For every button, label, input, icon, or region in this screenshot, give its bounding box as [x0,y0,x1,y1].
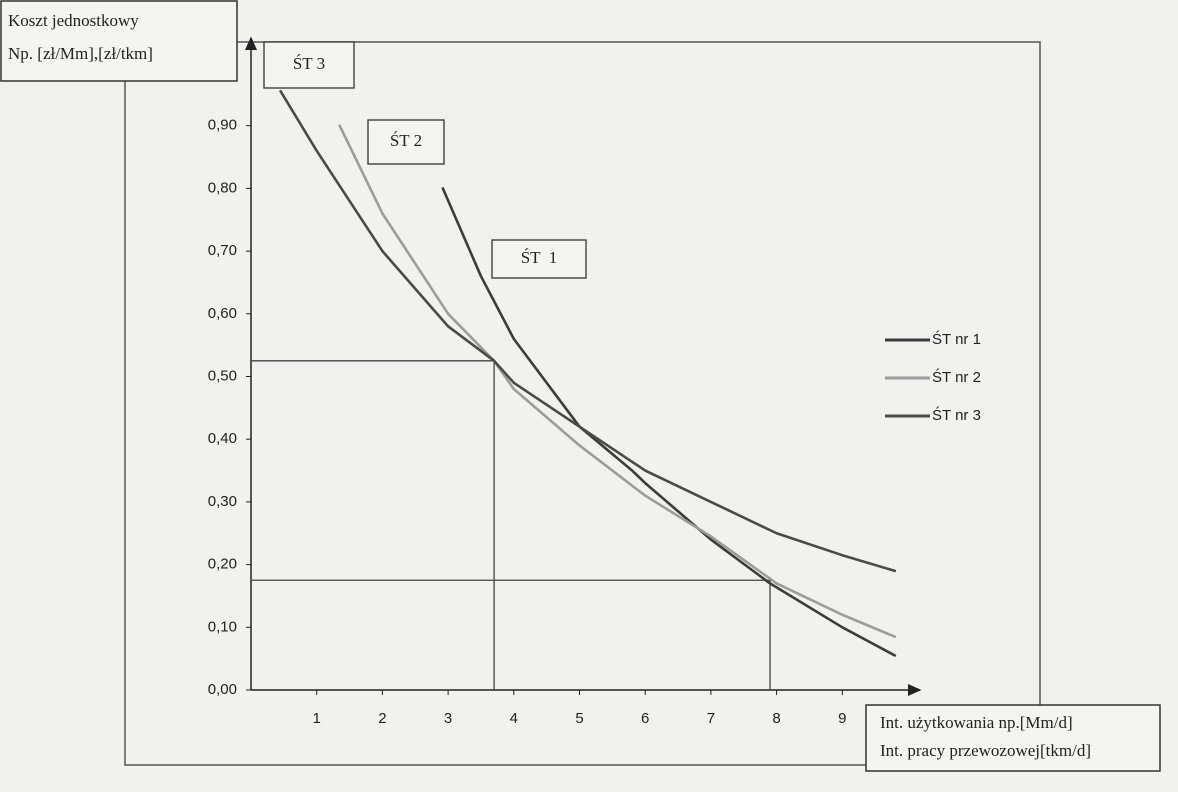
series-line [441,187,897,657]
y-tick-label: 0,90 [208,117,237,134]
annotation: ŚT 3 [293,54,325,73]
x-tick-label: 6 [641,710,649,727]
y-tick-label: 0,70 [208,242,237,259]
y-tick-label: 0,20 [208,556,237,573]
legend-label: ŚT nr 1 [932,330,981,348]
x-tick-label: 4 [510,710,518,727]
annotation: ŚT 1 [521,248,558,267]
x-tick-label: 3 [444,710,452,727]
x-label: Int. użytkowania np.[Mm/d] [880,713,1073,732]
x-tick-label: 5 [575,710,583,727]
legend-label: ŚT nr 2 [932,368,981,386]
x-label-box [865,704,1161,772]
y-tick-label: 0,10 [208,618,237,635]
y-tick-label: 0,80 [208,179,237,196]
x-tick-label: 8 [772,710,780,727]
y-tick-label: 0,00 [208,681,237,698]
annotation-box [367,119,445,165]
y-label: Np. [zł/Mm],[zł/tkm] [8,44,153,63]
y-label-box [0,0,238,82]
y-label: Koszt jednostkowy [8,11,139,30]
y-tick-label: 0,60 [208,305,237,322]
y-tick-label: 0,50 [208,367,237,384]
chart-frame [124,41,1041,766]
x-tick-label: 9 [838,710,846,727]
x-tick-label: 2 [378,710,386,727]
annotation-box [491,239,587,279]
annotation: ŚT 2 [390,131,422,150]
series-line [279,89,897,573]
x-tick-label: 7 [707,710,715,727]
series-line [338,124,897,639]
annotation-box [263,41,355,89]
x-label: Int. pracy przewozowej[tkm/d] [880,741,1091,760]
y-tick-label: 0,40 [208,430,237,447]
y-tick-label: 0,30 [208,493,237,510]
x-tick-label: 1 [313,710,321,727]
legend-label: ŚT nr 3 [932,406,981,424]
